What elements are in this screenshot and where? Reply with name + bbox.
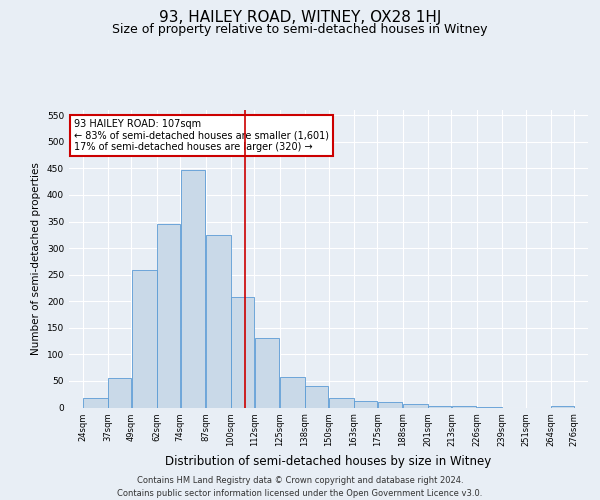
Bar (428, 406, 451, 407)
Bar (377, 402, 403, 407)
Y-axis label: Number of semi-detached properties: Number of semi-detached properties (31, 162, 41, 355)
Bar (157, 224, 180, 408)
Text: Contains public sector information licensed under the Open Government Licence v3: Contains public sector information licen… (118, 489, 482, 498)
Bar (181, 170, 205, 408)
X-axis label: Distribution of semi-detached houses by size in Witney: Distribution of semi-detached houses by … (166, 454, 491, 468)
Bar (109, 378, 131, 408)
Bar (329, 398, 353, 407)
Bar (452, 406, 476, 408)
Text: 93 HAILEY ROAD: 107sqm
← 83% of semi-detached houses are smaller (1,601)
17% of : 93 HAILEY ROAD: 107sqm ← 83% of semi-det… (74, 119, 329, 152)
Bar (231, 297, 254, 408)
Text: 93, HAILEY ROAD, WITNEY, OX28 1HJ: 93, HAILEY ROAD, WITNEY, OX28 1HJ (159, 10, 441, 25)
Bar (254, 338, 280, 407)
Bar (280, 377, 305, 408)
Bar (305, 386, 328, 407)
Bar (551, 406, 574, 408)
Bar (354, 400, 377, 407)
Bar (403, 404, 428, 407)
Bar (477, 407, 502, 408)
Text: Contains HM Land Registry data © Crown copyright and database right 2024.: Contains HM Land Registry data © Crown c… (137, 476, 463, 485)
Bar (206, 235, 230, 408)
Text: Size of property relative to semi-detached houses in Witney: Size of property relative to semi-detach… (112, 22, 488, 36)
Bar (132, 270, 157, 407)
Bar (83, 398, 108, 407)
